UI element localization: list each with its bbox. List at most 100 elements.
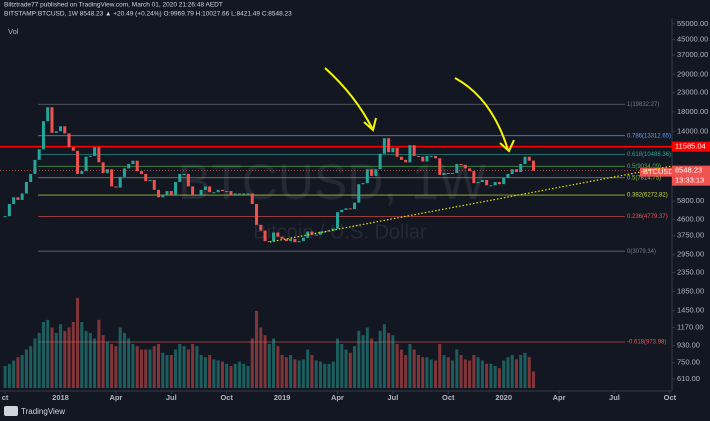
volume-bar [472, 355, 476, 388]
y-tick-label: 2350.00 [677, 268, 704, 277]
candle [76, 150, 80, 174]
price-tag-label: 8548.23 [675, 166, 702, 175]
volume-bar [459, 355, 463, 388]
candle [306, 231, 310, 238]
candle [263, 230, 267, 242]
volume-bar [259, 327, 263, 388]
x-tick-label: 2020 [495, 393, 512, 402]
volume-bar [446, 357, 450, 388]
volume-bar [203, 357, 207, 388]
volume-bar [97, 319, 101, 388]
volume-bar [37, 333, 41, 388]
candle [421, 156, 425, 162]
volume-bar [510, 355, 514, 388]
candle [463, 164, 467, 169]
candle [429, 155, 433, 157]
volume-bar [293, 359, 297, 388]
candle [527, 156, 531, 161]
volume-bar [101, 335, 105, 388]
volume-bar [242, 363, 246, 388]
volume-bar [3, 366, 7, 388]
volume-bar [532, 371, 536, 388]
candle [152, 179, 156, 190]
volume-bar [485, 363, 489, 388]
volume-bar [237, 361, 241, 388]
volume-bar [263, 335, 267, 388]
volume-bar [152, 346, 156, 388]
volume-bar [314, 360, 318, 388]
candle [523, 156, 527, 165]
volume-label: Vol [8, 27, 19, 36]
volume-bar [412, 349, 416, 388]
volume-bar [186, 349, 190, 388]
x-tick-label: Jul [166, 393, 177, 402]
candle [46, 107, 50, 122]
price-tag-label: 11585.04 [675, 142, 706, 151]
candle [506, 173, 510, 178]
candle [404, 159, 408, 163]
candle [472, 171, 476, 184]
volume-bar [135, 346, 139, 388]
candle [84, 156, 88, 172]
volume-bar [131, 344, 135, 388]
volume-bar [88, 333, 92, 388]
volume-bar [71, 322, 75, 388]
volume-bar [370, 338, 374, 388]
candle [344, 208, 348, 210]
candle [267, 241, 271, 243]
y-tick-label: 4600.00 [677, 215, 704, 224]
volume-bar [502, 360, 506, 388]
candle [489, 185, 493, 187]
volume-bar [387, 333, 391, 388]
y-tick-label: 2950.00 [677, 250, 704, 259]
candle [353, 202, 357, 210]
volume-bar [161, 352, 165, 388]
x-tick-label: Apr [331, 393, 344, 402]
candle [519, 164, 523, 173]
volume-bar [191, 344, 195, 388]
volume-bar [212, 359, 216, 388]
candle [310, 231, 314, 235]
volume-bar [451, 360, 455, 388]
volume-bar [374, 341, 378, 388]
fib-label: 0.618(10488.36) [627, 152, 671, 158]
volume-bar [348, 352, 352, 388]
brand: TradingView [21, 407, 65, 416]
volume-bar [7, 363, 11, 388]
y-tick-label: 55000.00 [677, 19, 708, 28]
volume-bar [195, 346, 199, 388]
volume-bar [480, 360, 484, 388]
volume-bar [118, 327, 122, 388]
volume-bar [255, 311, 259, 388]
volume-bar [67, 327, 71, 388]
volume-bar [12, 360, 16, 388]
logo-icon [4, 406, 18, 416]
volume-bar [506, 357, 510, 388]
candle [370, 169, 374, 176]
candle [208, 186, 212, 193]
candle [416, 155, 420, 157]
candle [178, 173, 182, 183]
fib-label: 0.236(4779.37) [627, 214, 668, 220]
candle [93, 147, 97, 156]
volume-bar [353, 346, 357, 388]
y-tick-label: 930.00 [677, 341, 700, 350]
volume-bar [301, 359, 305, 388]
candle [29, 173, 33, 183]
volume-bar [84, 330, 88, 388]
candle [272, 232, 276, 242]
candle [374, 169, 378, 176]
y-tick-label: 23000.00 [677, 88, 708, 97]
volume-bar [233, 363, 237, 388]
candle [144, 173, 148, 181]
candle [148, 179, 152, 181]
volume-bar [344, 349, 348, 388]
candle [199, 189, 203, 195]
candle [391, 147, 395, 153]
volume-bar [208, 355, 212, 388]
candle [382, 138, 386, 154]
candle [357, 184, 361, 203]
candle [127, 164, 131, 169]
x-tick-label: 2019 [274, 393, 291, 402]
volume-bar [229, 366, 233, 388]
